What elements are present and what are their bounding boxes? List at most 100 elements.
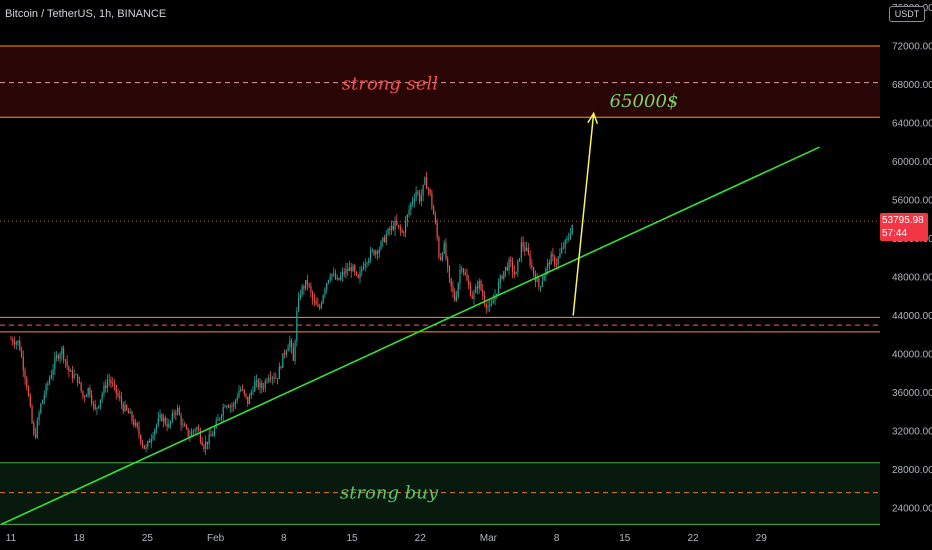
y-tick-label: 44000.00 bbox=[892, 311, 932, 322]
candle-body-24 bbox=[52, 369, 54, 375]
candle-body-196 bbox=[354, 265, 356, 272]
candle-body-168 bbox=[305, 280, 307, 289]
candle-body-257 bbox=[461, 268, 463, 271]
candle-body-81 bbox=[152, 435, 154, 440]
candle-body-18 bbox=[41, 400, 44, 404]
candle-body-237 bbox=[426, 177, 428, 189]
candle-body-116 bbox=[213, 427, 216, 436]
candle-body-89 bbox=[166, 423, 168, 427]
candle-body-239 bbox=[429, 189, 431, 194]
candle-body-184 bbox=[333, 273, 335, 275]
currency-badge[interactable]: USDT bbox=[889, 6, 925, 22]
x-tick-label: 11 bbox=[6, 533, 17, 544]
candle-body-33 bbox=[68, 366, 70, 372]
candle-body-127 bbox=[233, 403, 235, 407]
candle-body-130 bbox=[238, 390, 240, 398]
candle-body-13 bbox=[33, 422, 35, 434]
candle-body-103 bbox=[191, 431, 193, 437]
y-tick-label: 28000.00 bbox=[892, 465, 932, 476]
candle-body-109 bbox=[201, 441, 203, 446]
candle-body-64 bbox=[122, 404, 124, 412]
candle-body-200 bbox=[361, 269, 363, 272]
candle-body-247 bbox=[443, 243, 445, 254]
candle-body-56 bbox=[108, 379, 110, 381]
candle-body-253 bbox=[454, 291, 456, 301]
candle-body-144 bbox=[262, 388, 265, 389]
candle-body-136 bbox=[248, 395, 251, 404]
candle-body-147 bbox=[268, 377, 270, 382]
candle-body-115 bbox=[212, 435, 214, 437]
candle-body-303 bbox=[541, 280, 543, 287]
candle-body-58 bbox=[112, 383, 114, 385]
candle-body-232 bbox=[417, 191, 419, 194]
candle-body-47 bbox=[92, 403, 95, 405]
zones-layer bbox=[0, 45, 880, 525]
candle-body-154 bbox=[280, 366, 282, 368]
candle-body-282 bbox=[504, 266, 507, 272]
candle-body-90 bbox=[168, 423, 170, 427]
candle-body-298 bbox=[533, 267, 535, 275]
candle-body-205 bbox=[369, 250, 372, 260]
candle-body-141 bbox=[257, 380, 259, 388]
candle-body-78 bbox=[147, 441, 149, 447]
candle-body-304 bbox=[543, 275, 545, 281]
candle-body-231 bbox=[415, 191, 417, 199]
candle-body-263 bbox=[471, 295, 473, 299]
candle-body-112 bbox=[206, 441, 209, 444]
candle-body-277 bbox=[496, 293, 498, 296]
candle-body-174 bbox=[315, 301, 317, 305]
candle-body-14 bbox=[34, 433, 37, 438]
candle-body-262 bbox=[469, 285, 472, 296]
candle-body-55 bbox=[106, 380, 109, 389]
candle-body-316 bbox=[564, 240, 566, 248]
candle-body-283 bbox=[506, 266, 508, 271]
candle-body-294 bbox=[525, 248, 528, 251]
candle-body-86 bbox=[161, 414, 163, 422]
candle-body-8 bbox=[24, 370, 26, 379]
candle-body-2 bbox=[13, 342, 16, 345]
candle-body-213 bbox=[383, 237, 386, 243]
candle-body-208 bbox=[375, 251, 377, 255]
candle-body-240 bbox=[431, 193, 433, 207]
candle-body-310 bbox=[554, 256, 556, 265]
candle-body-199 bbox=[359, 271, 361, 278]
candle-body-312 bbox=[557, 257, 559, 265]
candle-body-236 bbox=[424, 177, 426, 185]
x-tick-label: Feb bbox=[207, 533, 225, 544]
candle-body-191 bbox=[345, 268, 347, 274]
candle-body-228 bbox=[410, 203, 412, 210]
candle-body-99 bbox=[184, 424, 186, 427]
candle-body-93 bbox=[173, 413, 175, 415]
symbol-title: Bitcoin / TetherUS, 1h, BINANCE bbox=[5, 8, 167, 20]
candle-body-189 bbox=[341, 272, 344, 276]
x-tick-label: 29 bbox=[756, 533, 768, 544]
candle-body-11 bbox=[29, 395, 31, 407]
candle-body-10 bbox=[27, 387, 30, 396]
last-price-label: 53795.98 57:44 bbox=[880, 213, 928, 241]
candle-body-166 bbox=[301, 286, 303, 295]
candle-body-34 bbox=[70, 370, 72, 372]
strong-buy-annotation: strong buy bbox=[340, 483, 439, 504]
candle-body-219 bbox=[394, 220, 396, 230]
candle-body-169 bbox=[306, 280, 308, 285]
candle-body-132 bbox=[241, 389, 244, 390]
candle-body-178 bbox=[322, 295, 324, 304]
candle-body-63 bbox=[120, 397, 123, 405]
candle-body-216 bbox=[389, 228, 391, 231]
candle-body-124 bbox=[227, 406, 230, 408]
candle-body-267 bbox=[478, 280, 480, 289]
candle-body-156 bbox=[283, 353, 286, 355]
candle-body-241 bbox=[433, 206, 435, 215]
candle-body-146 bbox=[266, 380, 268, 382]
candle-body-40 bbox=[80, 382, 82, 391]
candle-body-6 bbox=[20, 350, 23, 357]
candle-body-217 bbox=[390, 225, 393, 231]
candle-body-5 bbox=[19, 340, 21, 351]
candle-body-121 bbox=[222, 407, 224, 416]
candle-body-197 bbox=[355, 271, 358, 275]
candle-body-104 bbox=[192, 430, 194, 432]
candle-body-202 bbox=[364, 263, 366, 267]
candle-body-289 bbox=[517, 260, 519, 272]
